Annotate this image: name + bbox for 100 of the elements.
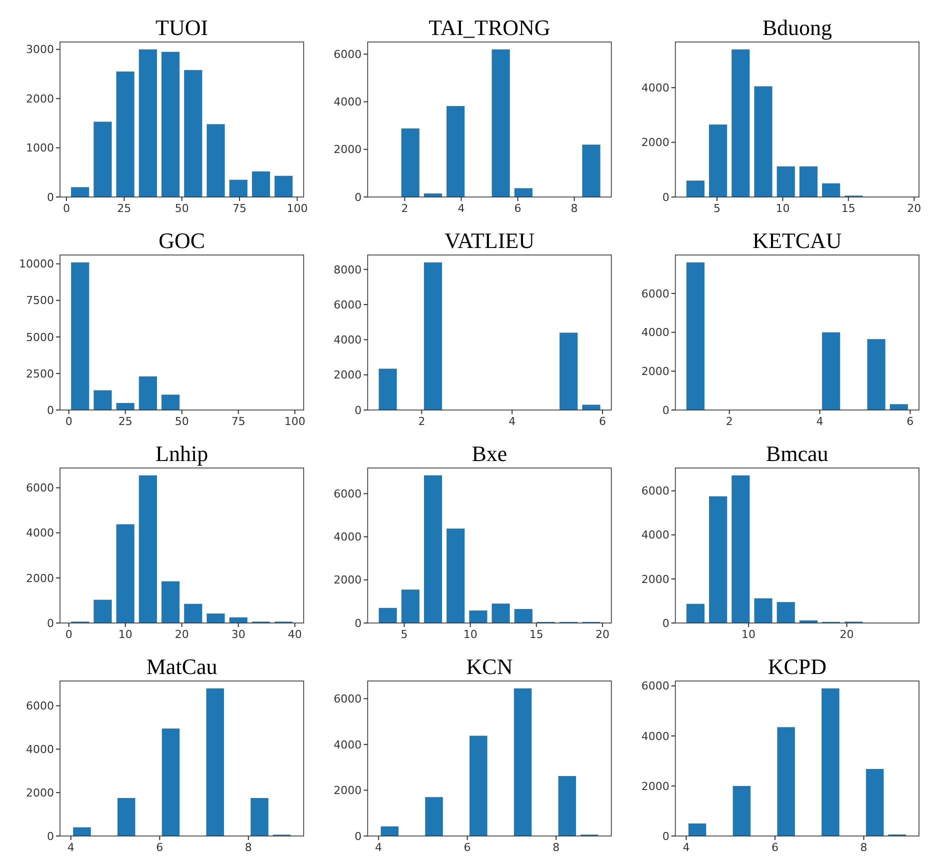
y-tick-label: 2000 [334, 784, 362, 798]
y-tick-label: 2000 [26, 572, 54, 585]
x-tick-label: 4 [682, 841, 690, 854]
y-tick-label: 2000 [334, 574, 362, 587]
x-tick-label: 75 [231, 415, 246, 428]
y-tick-label: 6000 [26, 700, 54, 713]
y-tick-label: 4000 [334, 530, 362, 544]
x-tick-label: 20 [174, 628, 189, 641]
x-tick-label: 6 [906, 415, 914, 428]
y-tick-label: 4000 [334, 334, 362, 347]
y-tick-label: 1000 [26, 142, 54, 155]
x-tick-label: 8 [860, 841, 868, 854]
y-tick-label: 0 [354, 830, 362, 843]
y-tick-label: 0 [47, 404, 54, 417]
x-tick-label: 2 [401, 202, 408, 215]
x-tick-label: 4 [67, 841, 74, 854]
y-tick-label: 0 [662, 616, 670, 630]
x-tick-label: 4 [375, 841, 382, 854]
x-tick-label: 5 [400, 628, 408, 641]
x-tick-label: 40 [288, 628, 302, 641]
y-tick-label: 2500 [26, 367, 54, 380]
x-tick-label: 5 [713, 202, 720, 215]
x-tick-label: 25 [118, 415, 132, 428]
y-tick-label: 6000 [641, 484, 670, 498]
y-tick-label: 2000 [641, 136, 670, 150]
x-tick-label: 10 [118, 628, 132, 641]
y-tick-label: 0 [662, 190, 670, 204]
x-tick-label: 6 [771, 841, 778, 854]
y-tick-label: 4000 [334, 96, 362, 109]
y-tick-label: 4000 [641, 326, 670, 340]
x-tick-label: 0 [65, 415, 72, 428]
chart-title: TAI_TRONG [428, 15, 550, 40]
y-tick-label: 10000 [19, 258, 54, 271]
x-tick-label: 75 [232, 202, 247, 215]
y-tick-label: 5000 [26, 330, 54, 344]
x-tick-label: 100 [284, 415, 306, 428]
y-tick-label: 2000 [334, 368, 362, 382]
y-tick-label: 4000 [641, 528, 670, 542]
y-tick-label: 2000 [26, 92, 54, 106]
x-tick-label: 30 [231, 628, 246, 641]
y-tick-label: 2000 [26, 786, 54, 800]
chart-title: KETCAU [752, 228, 842, 253]
x-tick-label: 50 [174, 202, 189, 215]
x-tick-label: 2 [726, 415, 733, 428]
y-tick-label: 6000 [334, 48, 362, 61]
x-tick-label: 10 [463, 628, 478, 641]
y-tick-label: 4000 [26, 743, 54, 756]
chart-title: Bduong [762, 15, 832, 40]
x-tick-label: 15 [841, 202, 856, 215]
y-tick-label: 7500 [26, 294, 54, 308]
y-tick-label: 8000 [334, 263, 362, 276]
y-tick-label: 0 [47, 616, 54, 630]
chart-title: Bmcau [766, 441, 828, 466]
chart-title: MatCau [146, 654, 218, 679]
y-tick-label: 0 [47, 830, 54, 843]
x-tick-label: 20 [595, 628, 610, 641]
x-tick-label: 25 [117, 202, 132, 215]
y-tick-label: 6000 [641, 287, 670, 300]
y-tick-label: 0 [662, 404, 670, 417]
x-tick-label: 6 [464, 841, 471, 854]
chart-title: GOC [158, 228, 206, 253]
x-tick-label: 2 [418, 415, 426, 428]
x-tick-label: 10 [776, 202, 790, 215]
chart-title: Lnhip [156, 441, 208, 466]
x-tick-label: 6 [156, 841, 164, 854]
y-tick-label: 0 [662, 830, 670, 843]
y-tick-label: 4000 [641, 730, 670, 743]
y-tick-label: 2000 [641, 365, 670, 378]
x-tick-label: 8 [570, 202, 578, 215]
x-tick-label: 50 [174, 415, 189, 428]
x-tick-label: 20 [840, 628, 854, 641]
x-tick-label: 10 [742, 628, 756, 641]
y-tick-label: 2000 [334, 143, 362, 156]
chart-title: Bxe [472, 441, 508, 466]
y-tick-label: 3000 [26, 43, 54, 56]
x-tick-label: 0 [62, 202, 70, 215]
chart-title: KCN [466, 654, 513, 679]
x-tick-label: 4 [816, 415, 824, 428]
x-tick-label: 8 [244, 841, 252, 854]
y-tick-label: 6000 [334, 488, 362, 501]
x-tick-label: 8 [552, 841, 560, 854]
x-tick-label: 0 [65, 628, 72, 641]
y-tick-label: 4000 [26, 526, 54, 540]
x-tick-label: 6 [514, 202, 522, 215]
x-tick-label: 100 [286, 202, 308, 215]
y-tick-label: 0 [354, 404, 362, 417]
y-tick-label: 0 [47, 190, 54, 204]
x-tick-label: 6 [599, 415, 606, 428]
x-tick-label: 15 [529, 628, 544, 641]
y-tick-label: 6000 [641, 680, 670, 693]
x-tick-label: 4 [458, 202, 465, 215]
x-tick-label: 4 [508, 415, 516, 428]
x-tick-label: 20 [907, 202, 922, 215]
y-tick-label: 0 [354, 190, 362, 204]
y-tick-label: 6000 [26, 482, 54, 495]
chart-title: KCPD [768, 654, 827, 679]
y-tick-label: 2000 [641, 780, 670, 793]
y-tick-label: 6000 [334, 692, 362, 706]
y-tick-label: 6000 [334, 298, 362, 312]
y-tick-label: 4000 [334, 738, 362, 752]
